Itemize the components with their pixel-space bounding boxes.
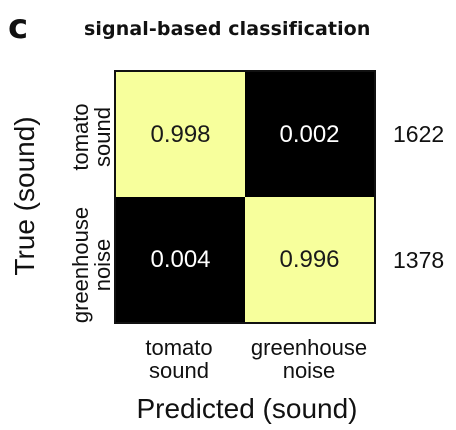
y-tick-tomato-sound: tomato sound [68,74,116,200]
y-tick-greenhouse-noise: greenhouse noise [68,202,116,328]
x-axis-label: Predicted (sound) [136,393,358,424]
x-tick-greenhouse-noise-line1: greenhouse [250,335,368,360]
confusion-matrix: 0.998 0.002 0.004 0.996 [114,70,376,324]
row-total-greenhouse-noise: 1378 [393,247,445,273]
y-tick-tomato-sound-line1: tomato [67,103,93,171]
matrix-cell-r1c1: 0.998 [116,72,245,197]
y-tick-greenhouse-noise-line1: greenhouse [67,206,93,324]
x-tick-greenhouse-noise-line2: noise [282,358,336,384]
y-tick-tomato-sound-line2: sound [90,107,115,167]
chart-title: signal-based classification [84,18,371,40]
y-tick-greenhouse-noise-line2: noise [90,238,115,292]
x-tick-greenhouse-noise: greenhouse noise [234,336,384,382]
x-tick-tomato-sound: tomato sound [104,336,254,382]
panel-label: c [8,7,29,47]
row-total-tomato-sound: 1622 [393,121,445,147]
x-tick-tomato-sound-line1: tomato [145,335,213,360]
x-tick-tomato-sound-line2: sound [149,358,209,384]
matrix-cell-r2c1: 0.004 [116,197,245,322]
matrix-cell-r2c2: 0.996 [245,197,374,322]
matrix-cell-r1c2: 0.002 [245,72,374,197]
y-axis-label: True (sound) [9,116,40,276]
